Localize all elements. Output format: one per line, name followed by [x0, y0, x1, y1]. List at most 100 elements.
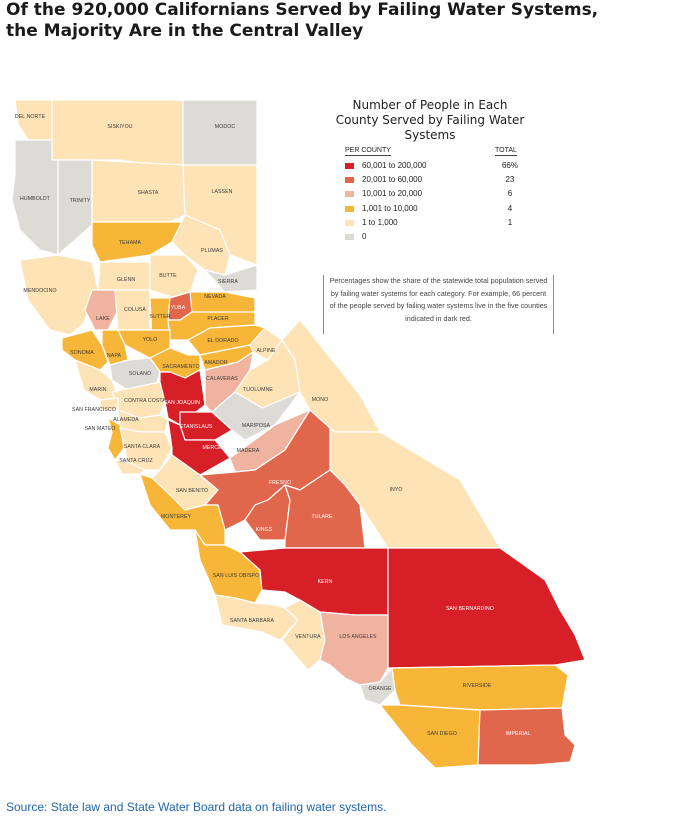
legend-row: 0 [345, 232, 525, 244]
county-ventura [281, 599, 326, 671]
legend: Number of People in Each County Served b… [330, 98, 560, 241]
county-label: MERCED [202, 445, 225, 451]
county-label: BUTTE [159, 273, 177, 279]
legend-total: 23 [505, 175, 515, 184]
legend-row: 1 to 1,000 1 [345, 218, 525, 230]
legend-per-county-header: PER COUNTY [345, 147, 391, 156]
county-label: LASSEN [211, 189, 232, 195]
legend-range: 1 to 1,000 [362, 218, 398, 227]
county-label: AMADOR [204, 360, 228, 366]
county-label: MARIN [89, 387, 106, 393]
county-label: SONOMA [70, 350, 94, 356]
county-sonoma [61, 329, 109, 371]
county-label: SANTA CLARA [124, 444, 161, 450]
county-siskiyou [51, 99, 184, 166]
legend-row: 1,001 to 10,000 4 [345, 204, 525, 216]
county-mariposa [211, 391, 301, 441]
county-glenn [97, 261, 151, 291]
county-label: RIVERSIDE [463, 683, 492, 689]
county-del-norte [14, 99, 53, 141]
county-monterey [139, 473, 226, 546]
county-label: MODOC [215, 124, 236, 130]
source-note: Source: State law and State Water Board … [6, 800, 387, 814]
county-label: ALPINE [256, 348, 275, 354]
county-label: MADERA [237, 448, 260, 454]
county-label: YUBA [171, 305, 186, 311]
county-label: SUTTER [149, 314, 171, 320]
county-label: SIERRA [218, 279, 238, 285]
legend-range: 0 [362, 232, 367, 241]
county-label: SAN BERNARDINO [446, 606, 494, 612]
county-label: LOS ANGELES [339, 634, 377, 640]
county-label: SAN DIEGO [427, 731, 457, 737]
county-label: NAPA [107, 353, 122, 359]
county-label: VENTURA [295, 634, 321, 640]
county-label: IMPERIAL [505, 731, 530, 737]
county-label: SAN LUIS OBISPO [213, 573, 259, 579]
county-label: EL DORADO [207, 338, 238, 344]
legend-total: 6 [507, 189, 513, 198]
legend-swatch [345, 206, 354, 212]
county-label: TRINITY [70, 198, 91, 204]
county-label: SISKIYOU [107, 124, 132, 130]
county-label: TULARE [311, 514, 333, 520]
county-label: SAN FRANCISCO [72, 407, 116, 413]
legend-swatch [345, 177, 354, 183]
county-inyo [329, 427, 501, 549]
county-label: CALAVERAS [206, 376, 238, 382]
legend-title: Number of People in Each County Served b… [335, 98, 525, 142]
county-label: MONO [312, 397, 329, 403]
county-label: ORANGE [368, 686, 392, 692]
county-label: PLACER [207, 316, 229, 322]
county-santa-cruz [114, 459, 146, 475]
county-solano [109, 357, 161, 391]
county-imperial [477, 707, 576, 766]
legend-total: 4 [507, 204, 513, 213]
legend-row: 20,001 to 60,000 23 [345, 175, 525, 187]
county-sierra [204, 264, 258, 293]
county-label: TEHAMA [119, 240, 142, 246]
legend-swatch [345, 220, 354, 226]
county-label: SANTA BARBARA [230, 618, 275, 624]
legend-range: 10,001 to 20,000 [362, 189, 423, 198]
county-label: SHASTA [138, 190, 159, 196]
county-modoc [182, 99, 258, 166]
county-label: SAN BENITO [176, 488, 208, 494]
county-label: LAKE [96, 316, 110, 322]
county-label: YOLO [143, 337, 158, 343]
legend-swatch [345, 191, 354, 197]
county-los-angeles [319, 611, 389, 686]
county-label: FRESNO [269, 480, 291, 486]
county-label: GLENN [117, 277, 136, 283]
county-label: SAN MATEO [84, 426, 115, 432]
county-label: SAN JOAQUIN [164, 400, 200, 406]
county-label: CONTRA COSTA [124, 398, 166, 404]
county-san-luis-obispo [194, 529, 263, 604]
county-label: INYO [389, 487, 402, 493]
county-lake [84, 289, 119, 331]
legend-total: 66% [501, 161, 518, 170]
county-label: TUOLUMNE [243, 387, 273, 393]
county-label: STANISLAUS [180, 424, 213, 430]
county-tulare [284, 469, 366, 549]
county-label: ALAMEDA [113, 417, 139, 423]
county-label: SANTA CRUZ [119, 458, 152, 464]
county-label: KINGS [256, 527, 273, 533]
legend-row: 60,001 to 200,000 66% [345, 161, 525, 173]
note-bracket [323, 275, 554, 334]
legend-total-header: TOTAL [495, 147, 517, 156]
county-label: HUMBOLDT [20, 196, 51, 202]
county-label: SOLANO [129, 371, 151, 377]
county-label: MONTEREY [161, 514, 192, 520]
page-title: Of the 920,000 Californians Served by Fa… [6, 0, 599, 41]
explanatory-note: Percentages show the share of the statew… [329, 276, 548, 323]
legend-total: 1 [507, 218, 513, 227]
county-label: COLUSA [124, 307, 146, 313]
county-humboldt [11, 139, 59, 256]
county-label: NEVADA [204, 294, 226, 300]
county-label: SACRAMENTO [162, 364, 200, 370]
legend-row: 10,001 to 20,000 6 [345, 189, 525, 201]
county-mendocino [19, 254, 99, 336]
county-label: PLUMAS [201, 248, 223, 254]
